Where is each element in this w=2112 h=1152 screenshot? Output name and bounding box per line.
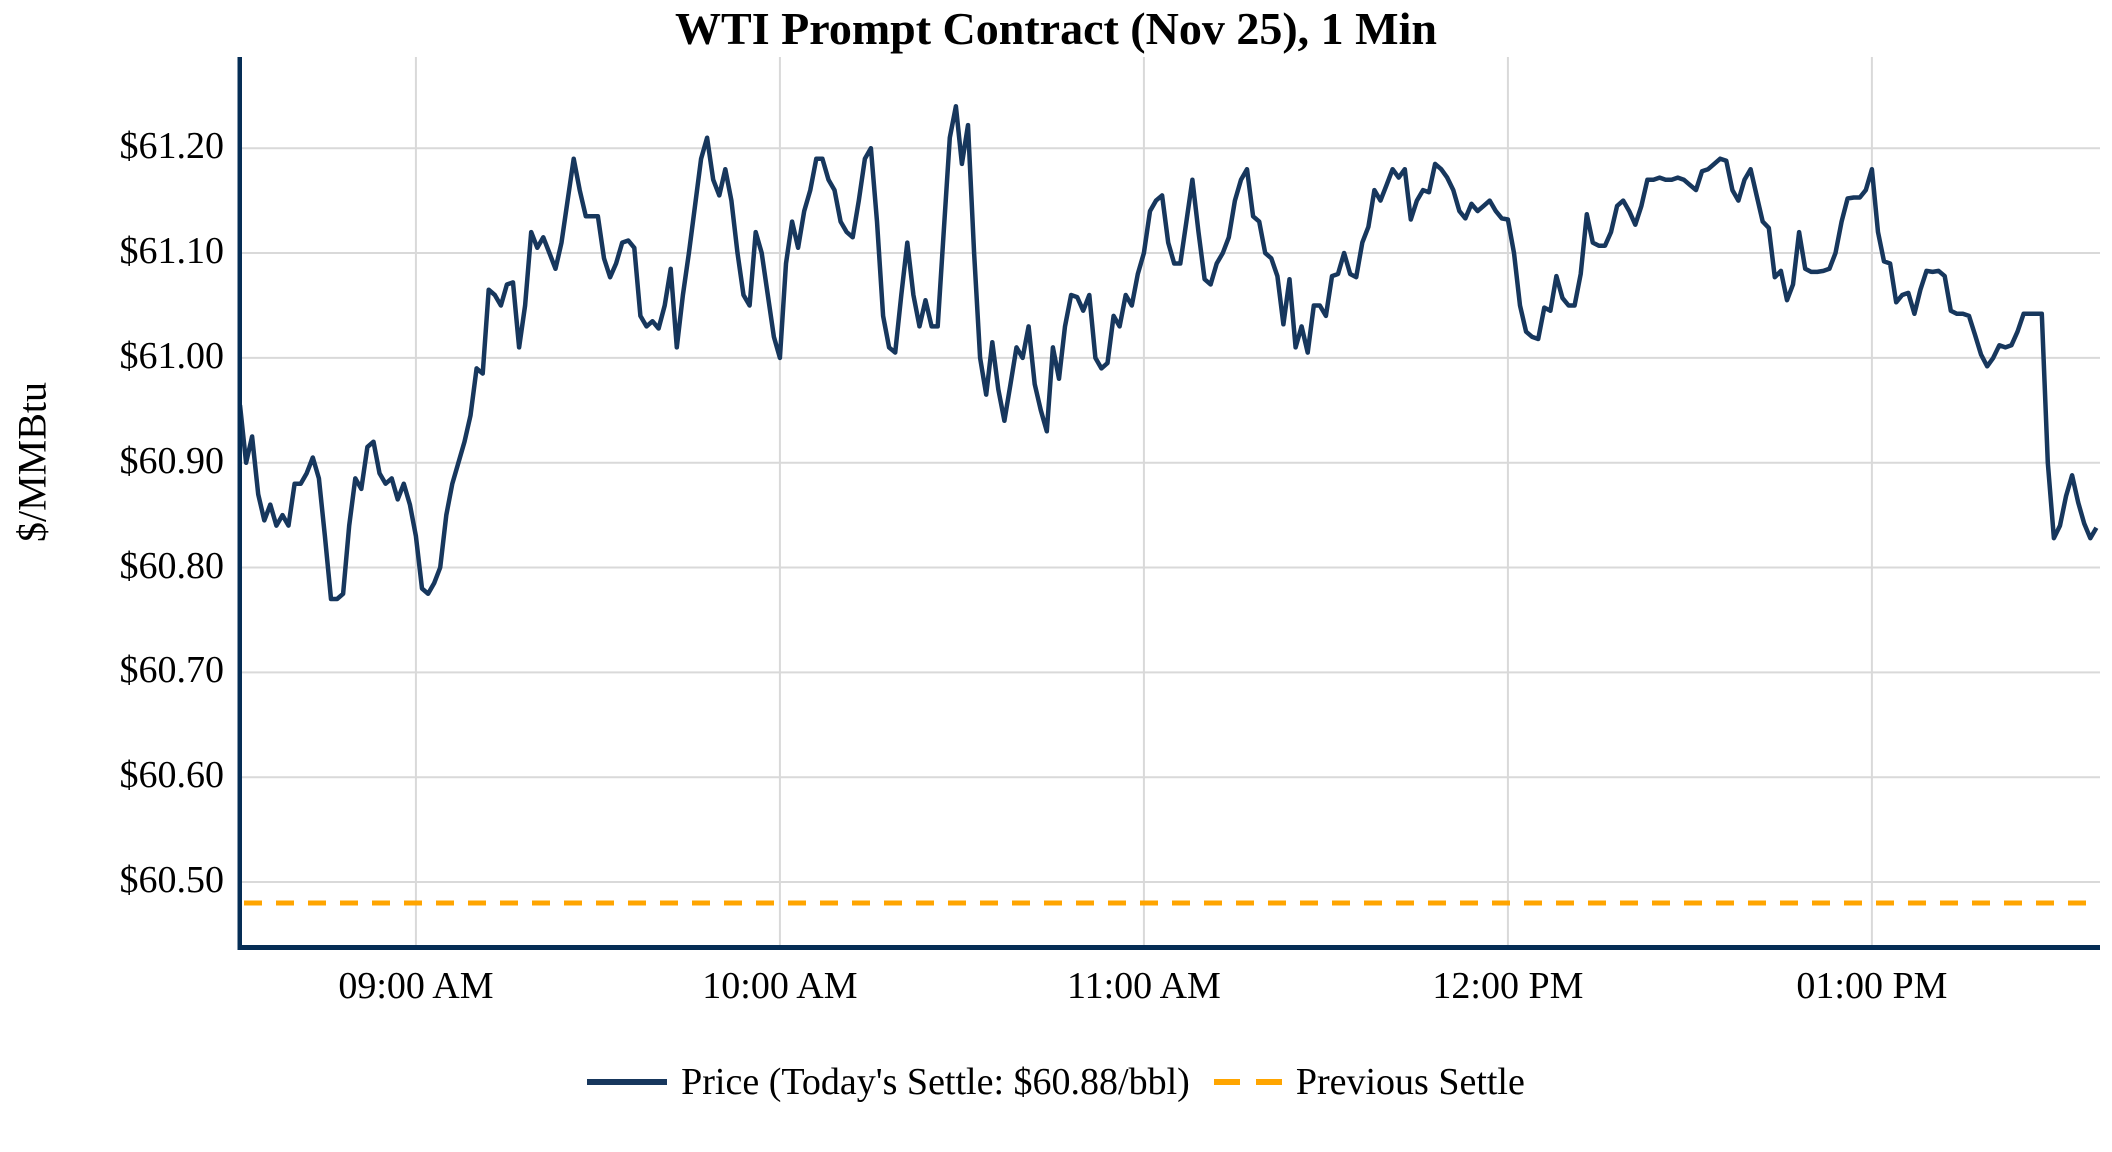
- previous-settle-legend-label: Previous Settle: [1295, 1061, 1525, 1103]
- legend-item-price: Price (Today's Settle: $60.88/bbl): [587, 1060, 1190, 1104]
- y-axis-spine: [237, 57, 242, 950]
- y-tick-label: $60.70: [119, 649, 225, 692]
- price-line: [237, 104, 2099, 602]
- x-axis-spine: [237, 945, 2100, 950]
- previous-settle-swatch: [1213, 1079, 1282, 1085]
- x-tick-label: 12:00 PM: [1432, 965, 1584, 1007]
- y-tick-label: $60.60: [119, 754, 225, 797]
- x-tick-label: 10:00 AM: [702, 965, 858, 1007]
- chart-title: WTI Prompt Contract (Nov 25), 1 Min: [675, 3, 1437, 54]
- price-legend-label: Price (Today's Settle: $60.88/bbl): [681, 1061, 1190, 1103]
- price-line-swatch: [587, 1079, 668, 1085]
- orange-dash-icon: [1213, 1079, 1240, 1085]
- x-tick-label: 01:00 PM: [1796, 965, 1948, 1007]
- legend-item-previous-settle: Previous Settle: [1204, 1060, 1525, 1104]
- y-tick-label: $61.00: [119, 335, 225, 378]
- y-tick-label: $61.10: [119, 230, 225, 273]
- y-tick-label: $60.80: [119, 544, 225, 587]
- orange-dash-icon: [1255, 1079, 1282, 1085]
- x-tick-label: 11:00 AM: [1067, 965, 1221, 1007]
- y-tick-label: $61.20: [119, 125, 225, 168]
- y-tick-label: $60.50: [119, 859, 225, 902]
- legend: Price (Today's Settle: $60.88/bbl) Previ…: [0, 1060, 2112, 1104]
- y-tick-label: $60.90: [119, 439, 225, 482]
- x-tick-label: 09:00 AM: [338, 965, 494, 1007]
